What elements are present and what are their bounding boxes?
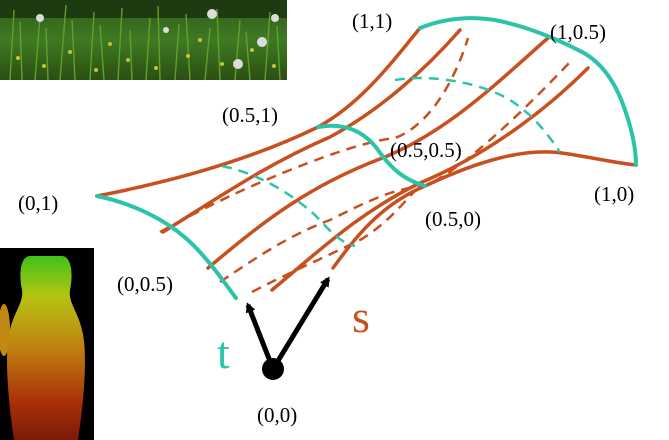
- curve-t-075: [161, 28, 462, 234]
- label-05-05: (0.5,0.5): [390, 138, 462, 162]
- dashed-curve-3: [251, 185, 421, 294]
- t-dashed-curves: [221, 76, 562, 248]
- s-arrow: [270, 276, 331, 371]
- label-0-05: (0,0.5): [117, 272, 173, 296]
- curve-s-1: [418, 16, 638, 167]
- curve-s-05: [316, 123, 427, 188]
- label-0-1: (0,1): [18, 191, 58, 215]
- label-1-0: (1,0): [594, 182, 634, 206]
- t-axis-label: t: [217, 327, 230, 378]
- t-arrow: [245, 302, 276, 370]
- dashed-curves: [159, 37, 571, 294]
- curve-t-025: [270, 66, 590, 292]
- dashed-curve-2: [219, 61, 571, 284]
- label-1-05: (1,0.5): [550, 20, 606, 44]
- label-05-1: (0.5,1): [222, 103, 278, 127]
- label-0-0: (0,0): [257, 403, 297, 427]
- vase-rendering-image: [0, 248, 94, 440]
- curve-t-1: [95, 26, 422, 198]
- s-axis-label: s: [352, 291, 370, 342]
- grass-texture-image: [0, 0, 287, 81]
- origin-dot: [262, 358, 284, 380]
- parameter-arrows: [245, 276, 331, 371]
- dashed-t-curve-1: [221, 164, 356, 248]
- label-1-1: (1,1): [352, 9, 392, 33]
- t-curves: [95, 16, 638, 300]
- label-05-0: (0.5,0): [425, 207, 481, 231]
- dashed-curve-1: [159, 37, 470, 234]
- curve-s-0: [95, 194, 238, 300]
- curve-t-0: [331, 150, 638, 270]
